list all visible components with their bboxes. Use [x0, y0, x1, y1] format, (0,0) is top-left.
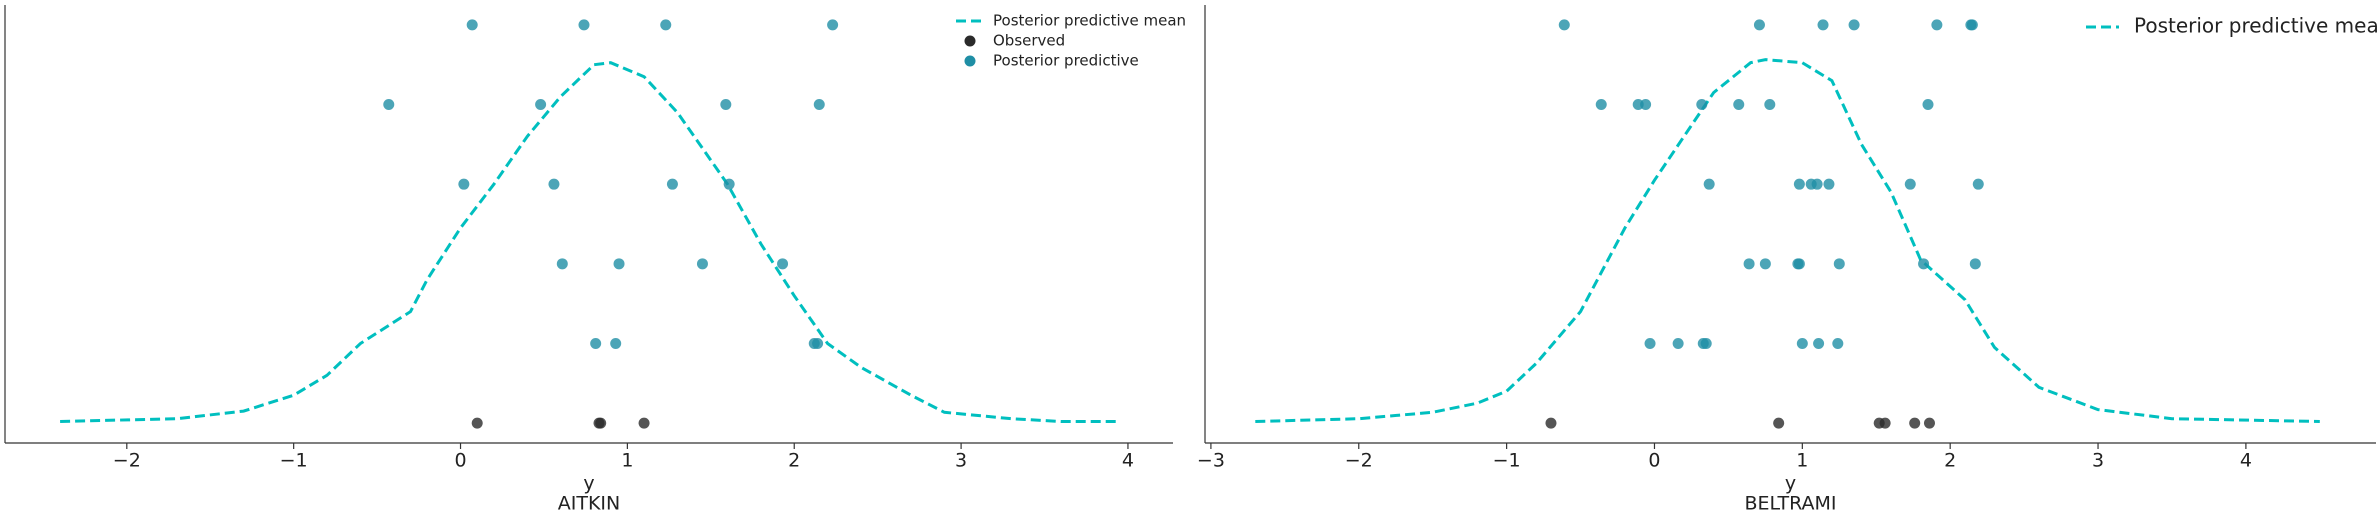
legend-swatch — [964, 35, 976, 47]
dot — [812, 337, 824, 349]
dot — [610, 337, 622, 349]
dot — [1595, 99, 1607, 111]
legend-label: Posterior predictive — [993, 52, 1139, 70]
dot — [471, 417, 483, 429]
dot — [1811, 178, 1823, 190]
dot — [827, 19, 839, 31]
dot — [1743, 258, 1755, 270]
dot — [590, 337, 602, 349]
x-tick-label: −2 — [1345, 450, 1373, 472]
x-tick-label: 0 — [1648, 450, 1660, 472]
x-tick-label: −1 — [280, 450, 308, 472]
x-tick-label: 4 — [1122, 450, 1134, 472]
dot — [548, 178, 560, 190]
x-tick-label: 1 — [1796, 450, 1808, 472]
dot — [1923, 417, 1935, 429]
x-tick-label: 3 — [2092, 450, 2104, 472]
dot — [638, 417, 650, 429]
x-tick-label: −2 — [113, 450, 141, 472]
dot — [1733, 99, 1745, 111]
x-tick-label: −3 — [1197, 450, 1225, 472]
x-tick-label: 2 — [788, 450, 800, 472]
dot — [1558, 19, 1570, 31]
x-axis-label: y — [583, 473, 594, 495]
dot — [1703, 178, 1715, 190]
dot — [1848, 19, 1860, 31]
x-tick-label: 3 — [955, 450, 967, 472]
dot — [1833, 258, 1845, 270]
chart-title: BELTRAMI — [1744, 493, 1836, 515]
dot — [1700, 337, 1712, 349]
dot — [720, 99, 732, 111]
dot — [1793, 178, 1805, 190]
chart-title: AITKIN — [558, 493, 620, 515]
dot — [383, 99, 395, 111]
dot — [1640, 99, 1652, 111]
mean-line — [1255, 58, 2320, 423]
legend-swatch — [964, 55, 976, 67]
dot — [1918, 258, 1930, 270]
dot — [466, 19, 478, 31]
dot — [1904, 178, 1916, 190]
legend-label: Posterior predictive mean — [2134, 14, 2380, 38]
dot — [666, 178, 678, 190]
x-tick-label: 2 — [1944, 450, 1956, 472]
dot — [1793, 258, 1805, 270]
dot — [458, 178, 470, 190]
dot — [1969, 258, 1981, 270]
dot — [613, 258, 625, 270]
dot — [1773, 417, 1785, 429]
dot — [1796, 337, 1808, 349]
x-axis-label: y — [1785, 473, 1796, 495]
dot — [1972, 178, 1984, 190]
dot — [1545, 417, 1557, 429]
x-tick-label: 4 — [2240, 450, 2252, 472]
legend-label: Observed — [993, 32, 1065, 50]
dot — [660, 19, 672, 31]
dot — [1879, 417, 1891, 429]
dot — [696, 258, 708, 270]
dot — [723, 178, 735, 190]
dot — [556, 258, 568, 270]
dot — [1966, 19, 1978, 31]
dot — [1813, 337, 1825, 349]
x-tick-label: 0 — [454, 450, 466, 472]
dot — [535, 99, 547, 111]
dot — [1823, 178, 1835, 190]
x-tick-label: 1 — [621, 450, 633, 472]
dot — [813, 99, 825, 111]
dot — [1696, 99, 1708, 111]
dot — [1753, 19, 1765, 31]
dot — [1832, 337, 1844, 349]
dot — [777, 258, 789, 270]
dot — [1817, 19, 1829, 31]
dot — [578, 19, 590, 31]
dot — [1644, 337, 1656, 349]
dot — [1672, 337, 1684, 349]
x-tick-label: −1 — [1493, 450, 1521, 472]
dot — [1909, 417, 1921, 429]
dot — [1931, 19, 1943, 31]
dot — [1764, 99, 1776, 111]
mean-line — [60, 61, 1120, 423]
dot — [1759, 258, 1771, 270]
legend-label: Posterior predictive mean — [993, 12, 1186, 30]
dot — [595, 417, 607, 429]
dot — [1922, 99, 1934, 111]
